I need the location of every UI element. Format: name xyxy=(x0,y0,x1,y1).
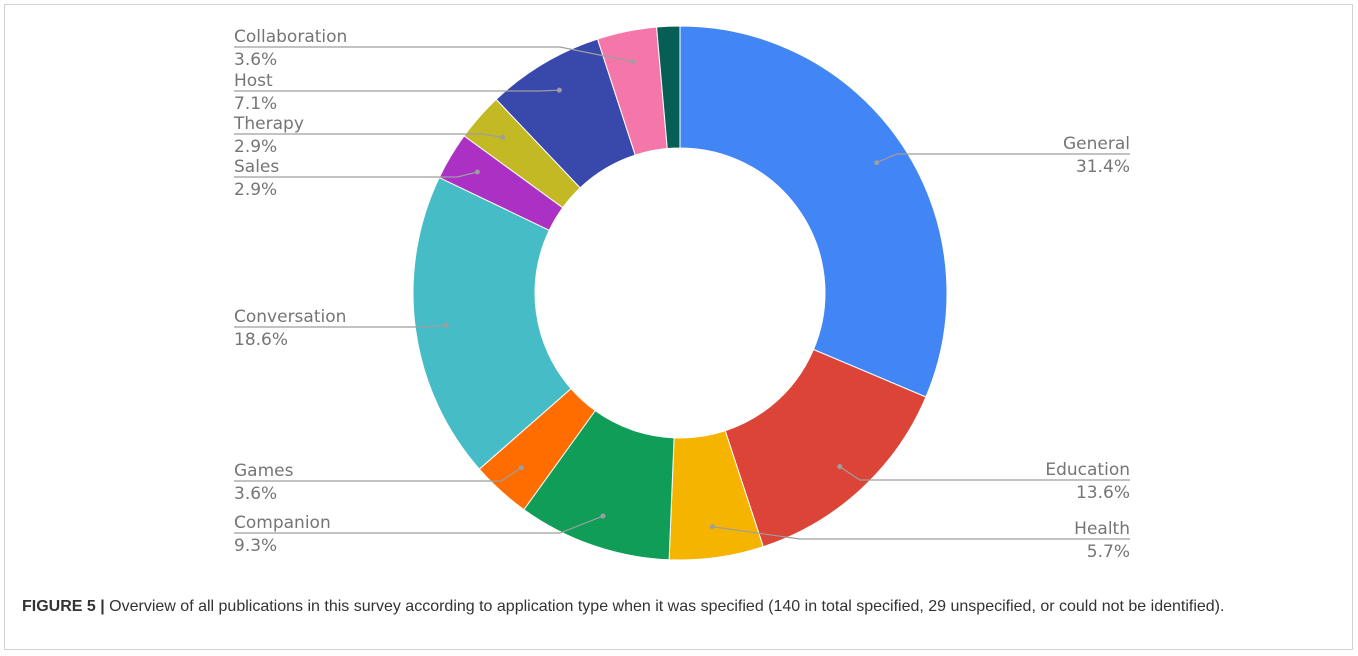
slice-percent-host: 7.1% xyxy=(234,94,277,114)
slice-percent-therapy: 2.9% xyxy=(234,137,277,157)
slice-label-health: Health xyxy=(1074,519,1130,539)
slice-percent-sales: 2.9% xyxy=(234,180,277,200)
caption-text: Overview of all publications in this sur… xyxy=(104,598,1225,615)
slice-general xyxy=(679,25,948,398)
slice-label-sales: Sales xyxy=(234,157,279,177)
slice-percent-games: 3.6% xyxy=(234,484,277,504)
callout-line-conversation xyxy=(234,324,447,328)
slice-percent-collaboration: 3.6% xyxy=(234,50,277,70)
figure-frame xyxy=(4,4,1353,650)
callout-line-general xyxy=(876,153,1130,164)
callout-line-games xyxy=(234,467,522,482)
callout-line-host xyxy=(234,89,560,92)
slice-label-companion: Companion xyxy=(234,513,331,533)
callout-line-health xyxy=(712,526,1130,540)
slice-percent-conversation: 18.6% xyxy=(234,330,288,350)
callout-line-sales xyxy=(234,171,478,178)
slice-label-conversation: Conversation xyxy=(234,307,346,327)
callout-line-companion xyxy=(234,515,604,534)
callout-line-collaboration xyxy=(234,46,634,63)
slice-percent-general: 31.4% xyxy=(1076,157,1130,177)
slice-conversation xyxy=(412,176,572,470)
slice-label-therapy: Therapy xyxy=(233,114,304,134)
slice-label-host: Host xyxy=(234,71,273,91)
donut-chart: General 31.4% Education 13.6% Health 5.7% Comp… xyxy=(233,25,1130,562)
callout-line-education xyxy=(839,466,1130,481)
slice-percent-education: 13.6% xyxy=(1076,483,1130,503)
callout-dot-collaboration xyxy=(630,59,636,65)
slice-label-education: Education xyxy=(1045,460,1130,480)
figure-caption: FIGURE 5 | Overview of all publications … xyxy=(22,595,1332,618)
callout-line-therapy xyxy=(234,133,503,138)
slice-percent-health: 5.7% xyxy=(1087,542,1130,562)
slice-label-collaboration: Collaboration xyxy=(234,27,347,47)
slice-label-games: Games xyxy=(234,461,294,481)
slice-unlabeled xyxy=(656,25,681,150)
slice-percent-companion: 9.3% xyxy=(234,536,277,556)
figure-label: FIGURE 5 | xyxy=(22,598,105,615)
slice-label-general: General xyxy=(1063,134,1130,154)
